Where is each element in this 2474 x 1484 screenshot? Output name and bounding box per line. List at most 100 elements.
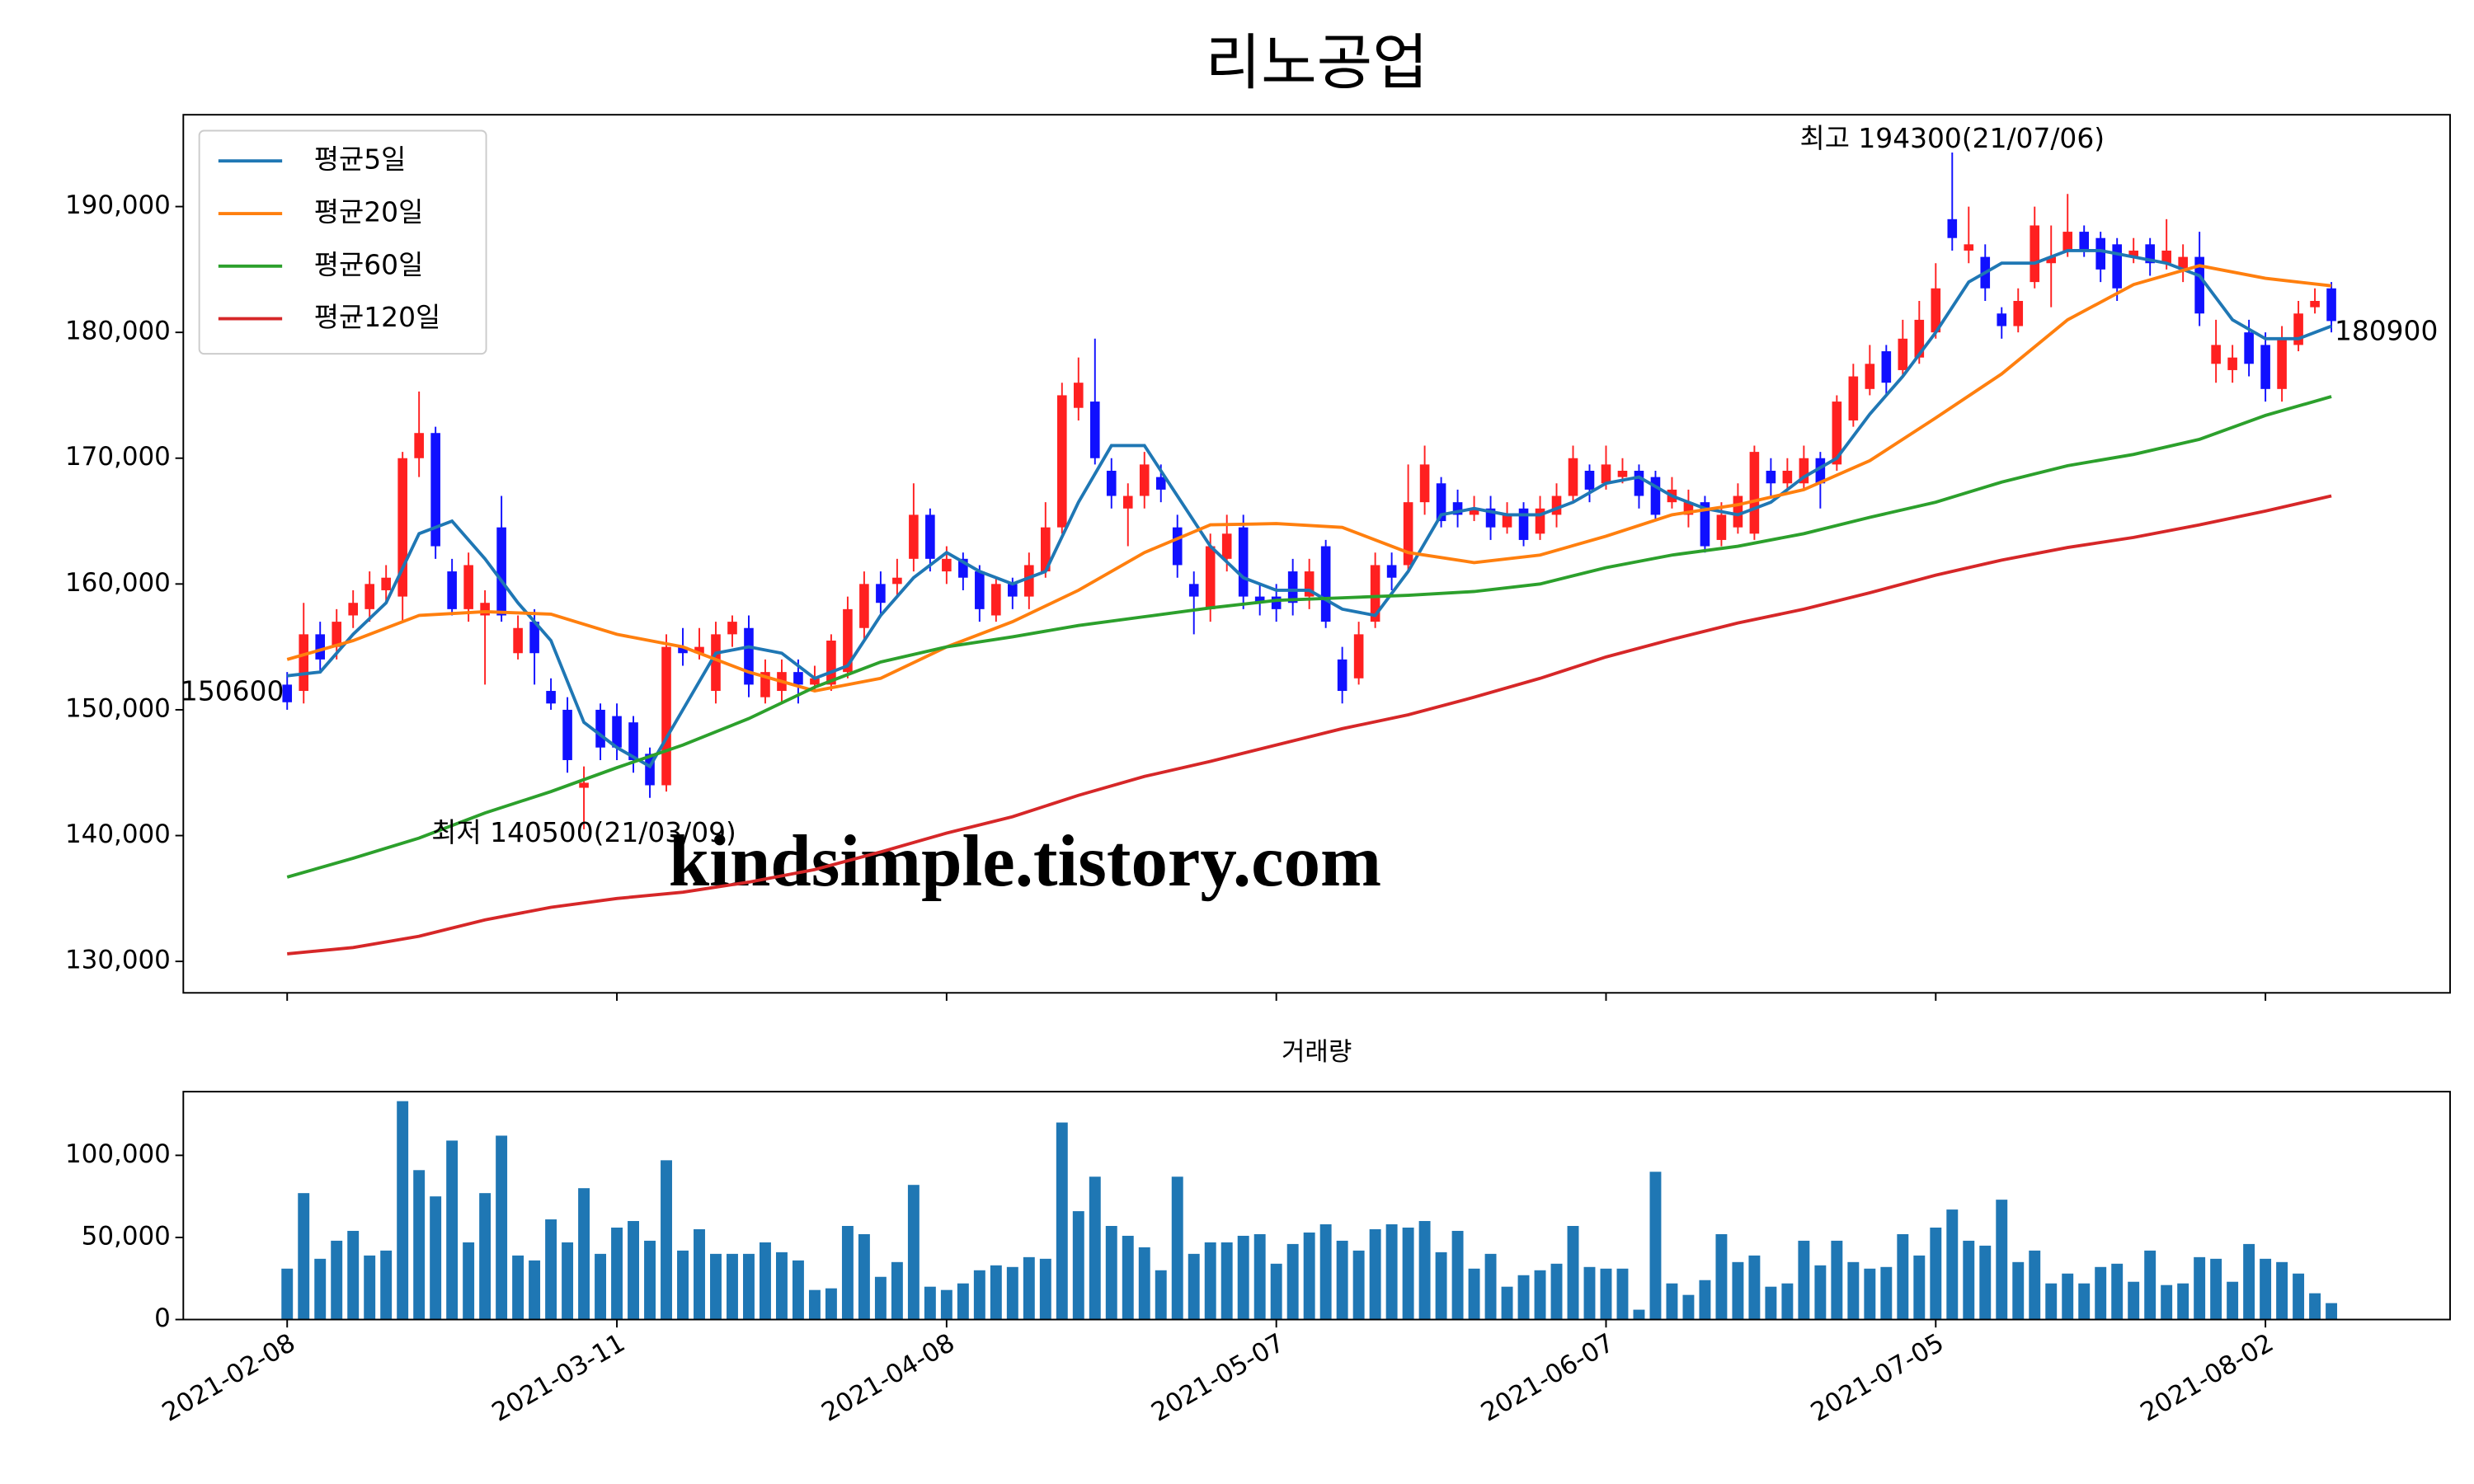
volume-bar xyxy=(397,1101,409,1320)
candle-body xyxy=(2260,345,2270,389)
volume-bar xyxy=(1748,1255,1761,1320)
volume-bar xyxy=(1600,1268,1612,1320)
chart-title: 리노공업 xyxy=(1206,28,1428,98)
moving-average-line xyxy=(286,264,2332,693)
candle-body xyxy=(2062,232,2073,251)
volume-bar xyxy=(2062,1273,2074,1320)
candle-body xyxy=(991,584,1001,616)
volume-bar xyxy=(1105,1226,1117,1320)
candle-body xyxy=(1997,313,2007,326)
candle-body xyxy=(975,571,985,609)
volume-bar xyxy=(1418,1221,1431,1320)
volume-bar xyxy=(1435,1252,1447,1320)
candle-body xyxy=(1386,565,1397,578)
candle-body xyxy=(480,603,490,616)
volume-bar xyxy=(1963,1240,1975,1320)
candle-body xyxy=(1139,464,1150,496)
volume-bar xyxy=(1006,1266,1018,1320)
volume-bar xyxy=(2012,1261,2025,1320)
volume-bar xyxy=(1517,1275,1530,1320)
volume-bar xyxy=(1534,1270,1546,1320)
legend-label: 평균120일 xyxy=(314,301,440,333)
volume-bar xyxy=(1616,1268,1629,1320)
volume-bar xyxy=(1138,1247,1150,1320)
volume-bar xyxy=(1666,1283,1678,1320)
candle-body xyxy=(1865,364,1875,389)
volume-bar xyxy=(1699,1280,1711,1320)
candle-body xyxy=(612,716,622,748)
candle-body xyxy=(1766,471,1776,484)
y-tick-label: 160,000 xyxy=(65,568,171,598)
volume-bar xyxy=(496,1135,508,1320)
candle-body xyxy=(1122,495,1133,509)
candle-body xyxy=(2013,301,2024,326)
volume-bar xyxy=(2210,1258,2222,1320)
candle-body xyxy=(1502,514,1512,528)
volume-bar xyxy=(364,1255,376,1320)
volume-bar xyxy=(2078,1283,2091,1320)
legend-label: 평균20일 xyxy=(314,196,424,228)
volume-bar xyxy=(760,1242,771,1320)
volume-bar xyxy=(924,1286,936,1320)
volume-bar xyxy=(1715,1233,1728,1320)
volume-bar xyxy=(2276,1261,2288,1320)
candle-body xyxy=(1337,659,1348,692)
candle-body xyxy=(1172,527,1183,566)
last-close-label: 180900 xyxy=(2335,314,2438,346)
y-tick-label: 100,000 xyxy=(65,1139,171,1169)
volume-bar xyxy=(628,1221,639,1320)
volume-bar xyxy=(314,1258,327,1320)
volume-bar xyxy=(1122,1235,1134,1320)
volume-bar xyxy=(1237,1235,1249,1320)
volume-bar xyxy=(1798,1240,1810,1320)
volume-bar xyxy=(1303,1232,1315,1320)
candle-body xyxy=(1287,571,1298,603)
volume-bar xyxy=(1204,1242,1216,1320)
volume-bar xyxy=(2293,1273,2305,1320)
volume-bar xyxy=(694,1228,705,1320)
volume-bar xyxy=(1171,1176,1183,1320)
volume-bar xyxy=(1633,1309,1645,1320)
candle-body xyxy=(1436,483,1446,522)
candle-body xyxy=(2095,237,2106,270)
volume-bar xyxy=(1286,1243,1299,1320)
candle-body xyxy=(513,627,523,654)
volume-bar xyxy=(2144,1250,2157,1320)
candle-body xyxy=(1848,376,1859,420)
candle-body xyxy=(2161,250,2171,264)
candle-body xyxy=(1931,288,1941,333)
candle-body xyxy=(1749,452,1760,534)
volume-bar xyxy=(1765,1286,1777,1320)
candle-body xyxy=(348,603,358,616)
volume-bar xyxy=(479,1193,492,1320)
high-annotation: 최고 194300(21/07/06) xyxy=(1800,122,2105,154)
candle-body xyxy=(1733,495,1743,528)
candle-body xyxy=(678,646,688,654)
moving-average-line xyxy=(287,494,2332,956)
volume-bar xyxy=(907,1185,920,1320)
volume-bar xyxy=(2095,1266,2107,1320)
volume-bar xyxy=(1385,1224,1398,1320)
volume-bar xyxy=(347,1230,360,1320)
volume-bar xyxy=(710,1253,722,1320)
candle-body xyxy=(892,577,902,585)
volume-bar xyxy=(858,1233,870,1320)
volume-bar xyxy=(1072,1211,1084,1320)
candle-body xyxy=(711,634,721,692)
candle-body xyxy=(1881,351,1892,383)
legend-label: 평균60일 xyxy=(314,248,424,280)
y-tick-label: 190,000 xyxy=(65,190,171,220)
candle-body xyxy=(447,571,457,609)
candle-body xyxy=(1601,464,1611,484)
volume-bar xyxy=(825,1288,837,1320)
legend-box xyxy=(198,129,487,355)
candle-body xyxy=(282,684,293,702)
volume-bar xyxy=(1946,1209,1959,1320)
volume-bar xyxy=(957,1283,969,1320)
candle-body xyxy=(562,709,572,760)
candle-body xyxy=(430,433,440,547)
volume-bar xyxy=(1880,1266,1893,1320)
candle-body xyxy=(414,433,424,458)
candle-body xyxy=(1155,477,1166,490)
candle-body xyxy=(727,622,737,635)
